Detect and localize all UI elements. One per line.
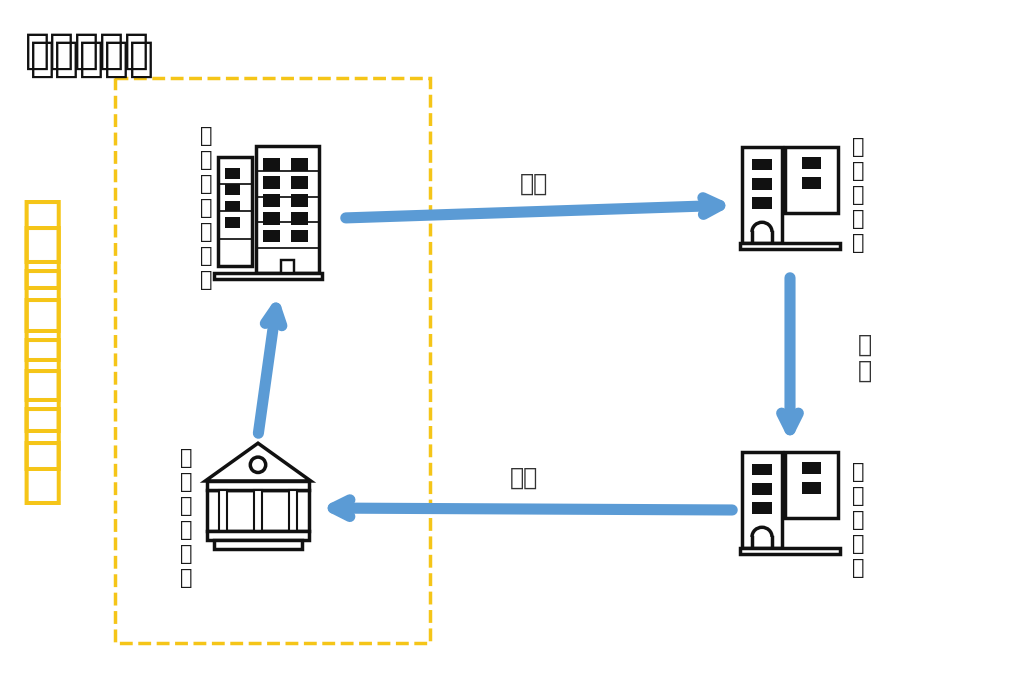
Bar	[215, 273, 322, 279]
Circle shape	[250, 457, 266, 473]
Bar	[263, 212, 280, 225]
Bar	[289, 491, 297, 531]
Text: 产业内保理: 产业内保理	[30, 38, 155, 80]
Text: 采购: 采购	[520, 172, 548, 196]
Bar	[263, 176, 280, 189]
Bar	[742, 148, 782, 244]
Bar	[742, 453, 782, 549]
Bar	[281, 260, 294, 273]
Text: 采
购: 采 购	[858, 333, 872, 382]
Text: 一
级
供
应
商: 一 级 供 应 商	[852, 137, 865, 253]
Bar	[257, 146, 319, 273]
Bar	[263, 194, 280, 207]
Bar	[752, 159, 772, 170]
Bar	[207, 481, 309, 491]
Text: 产业内保理: 产业内保理	[25, 30, 150, 72]
Bar	[290, 194, 309, 207]
Bar	[290, 176, 309, 189]
Polygon shape	[205, 443, 311, 481]
Bar	[740, 549, 840, 554]
Bar	[752, 464, 772, 475]
Bar	[802, 482, 821, 494]
Bar	[263, 158, 280, 171]
Bar	[254, 491, 262, 531]
Bar	[785, 148, 838, 213]
Bar	[785, 453, 838, 518]
Bar	[225, 184, 240, 195]
Bar	[752, 502, 772, 514]
Bar	[225, 168, 240, 179]
Bar	[290, 212, 309, 225]
Bar	[263, 230, 280, 242]
Bar	[740, 244, 840, 249]
Bar	[802, 177, 821, 189]
Text: 融资: 融资	[510, 466, 539, 490]
Bar	[752, 178, 772, 190]
Bar	[225, 201, 240, 211]
Bar	[752, 483, 772, 495]
Bar	[290, 230, 309, 242]
Bar	[290, 158, 309, 171]
Bar	[802, 157, 821, 169]
Bar	[225, 217, 240, 228]
Bar	[214, 540, 301, 549]
Bar	[752, 197, 772, 209]
Text: 内
部
闭
环: 内 部 闭 环	[20, 223, 63, 507]
Bar	[802, 462, 821, 474]
Text: 产
业
内
核
心
企
业: 产 业 内 核 心 企 业	[199, 126, 213, 290]
Bar	[207, 531, 309, 540]
Text: 内
部
闭
环: 内 部 闭 环	[20, 197, 63, 473]
Bar	[207, 491, 309, 531]
Text: 二
级
供
应
商: 二 级 供 应 商	[852, 462, 865, 578]
Text: 产
业
内
保
理
商: 产 业 内 保 理 商	[180, 448, 192, 588]
Bar	[218, 157, 251, 266]
Bar	[219, 491, 227, 531]
